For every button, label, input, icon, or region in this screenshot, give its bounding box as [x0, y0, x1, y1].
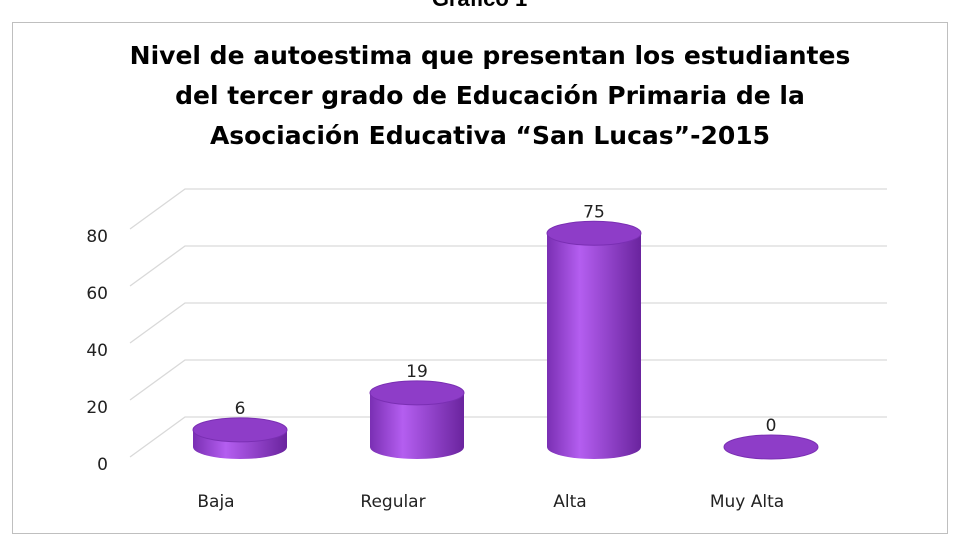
bar-top [192, 417, 288, 443]
value-label: 75 [583, 202, 605, 222]
bar [547, 233, 641, 459]
y-tick-label: 80 [86, 227, 108, 247]
grid-line [129, 416, 887, 458]
x-tick-label: Regular [360, 492, 425, 512]
value-label: 6 [235, 399, 246, 419]
y-tick-label: 40 [86, 341, 108, 361]
chart-title: Nivel de autoestima que presentan los es… [129, 41, 851, 150]
x-tick-label: Muy Alta [710, 492, 784, 512]
x-tick-label: Alta [553, 492, 586, 512]
grid-line [129, 302, 887, 344]
bar [370, 392, 464, 459]
grid-line [129, 359, 887, 401]
y-tick-label: 0 [97, 455, 108, 475]
heading: Gráfico 1 [0, 0, 959, 12]
grid-line [129, 188, 887, 230]
bar-top [369, 380, 465, 406]
grid-line [129, 245, 887, 287]
value-label: 19 [406, 362, 428, 382]
bar-top [723, 434, 819, 460]
y-tick-label: 20 [86, 398, 108, 418]
bar-top [546, 220, 642, 246]
x-tick-label: Baja [197, 492, 234, 512]
y-tick-label: 60 [86, 284, 108, 304]
value-label: 0 [766, 416, 777, 436]
